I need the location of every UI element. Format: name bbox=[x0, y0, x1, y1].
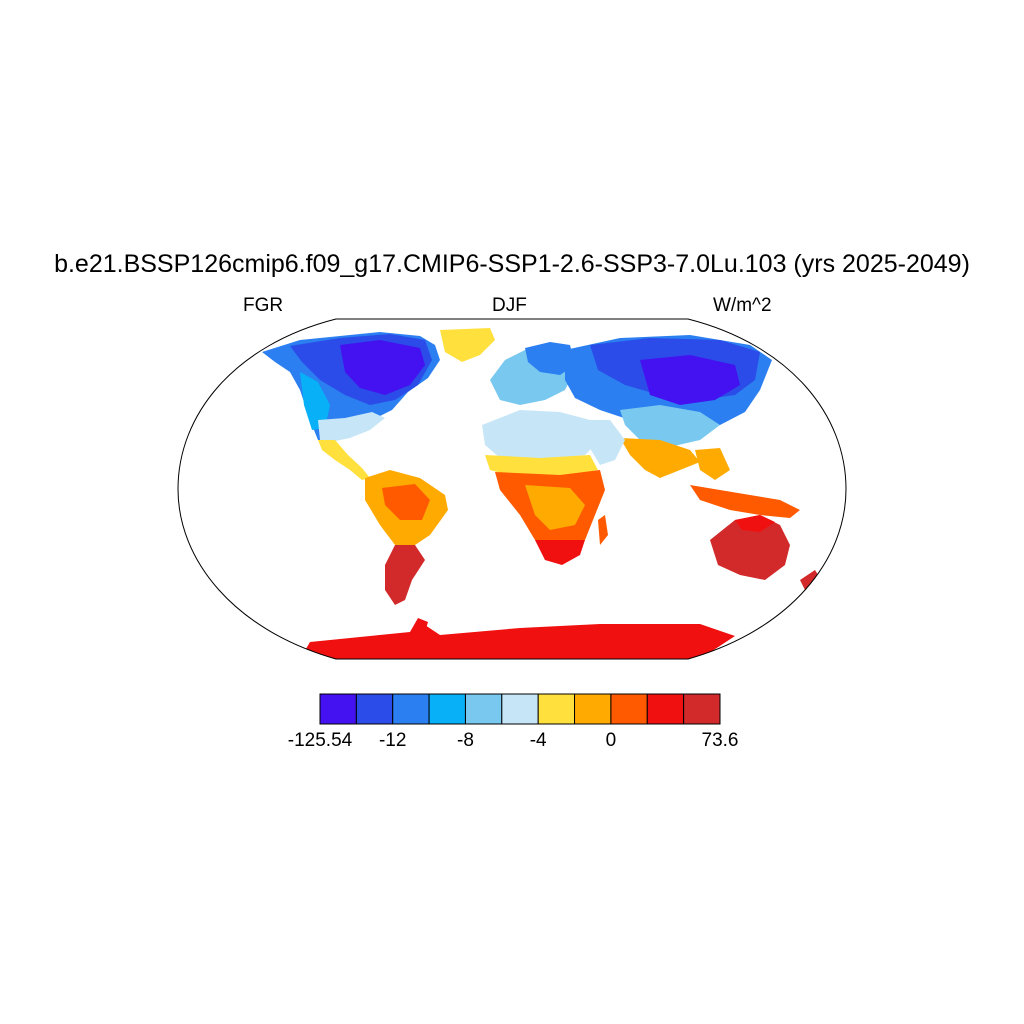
colorbar bbox=[319, 693, 721, 725]
australia-north bbox=[735, 515, 775, 532]
indochina bbox=[695, 448, 730, 480]
units-label: W/m^2 bbox=[713, 295, 772, 316]
colorbar-box bbox=[610, 693, 648, 725]
new-zealand bbox=[800, 570, 820, 590]
season-label: DJF bbox=[492, 295, 527, 316]
indonesia bbox=[690, 485, 800, 518]
colorbar-label: 73.6 bbox=[701, 730, 739, 751]
colorbar-box bbox=[355, 693, 394, 725]
madagascar bbox=[598, 515, 608, 545]
variable-label: FGR bbox=[243, 295, 284, 316]
china bbox=[620, 405, 720, 448]
colorbar-box bbox=[392, 693, 430, 725]
south-asia bbox=[620, 438, 700, 478]
us-south bbox=[318, 412, 385, 442]
plot-title: b.e21.BSSP126cmip6.f09_g17.CMIP6-SSP1-2.… bbox=[54, 250, 970, 278]
mexico-central-america bbox=[318, 440, 370, 480]
colorbar-label: -8 bbox=[457, 730, 474, 751]
colorbar-label: 0 bbox=[605, 730, 617, 751]
colorbar-label: -12 bbox=[378, 730, 407, 751]
africa-north bbox=[482, 410, 600, 460]
north-america-coldest bbox=[340, 340, 425, 395]
colorbar-box bbox=[501, 693, 539, 725]
colorbar-box bbox=[646, 693, 685, 725]
colorbar-box bbox=[537, 693, 576, 725]
antarctica-peninsula bbox=[410, 618, 428, 632]
colorbar-box bbox=[683, 693, 721, 725]
antarctica-region bbox=[300, 624, 735, 659]
africa-sahel bbox=[485, 455, 598, 478]
greenland bbox=[440, 328, 495, 362]
africa-congo bbox=[525, 485, 585, 530]
north-america-rockies bbox=[300, 372, 330, 430]
map-fill-layer bbox=[262, 328, 820, 659]
colorbar-label: -4 bbox=[529, 730, 547, 751]
south-america-amazon bbox=[382, 484, 430, 520]
australia bbox=[710, 515, 790, 580]
colorbar-box bbox=[319, 693, 357, 725]
colorbar-box bbox=[428, 693, 466, 725]
map-border bbox=[177, 318, 847, 660]
siberia-coldest bbox=[640, 355, 740, 405]
south-america-south bbox=[385, 545, 425, 605]
africa-south bbox=[535, 540, 585, 565]
europe-north bbox=[525, 342, 575, 375]
colorbar-box bbox=[464, 693, 503, 725]
colorbar-box bbox=[574, 693, 612, 725]
colorbar-label: -125.54 bbox=[287, 730, 353, 751]
